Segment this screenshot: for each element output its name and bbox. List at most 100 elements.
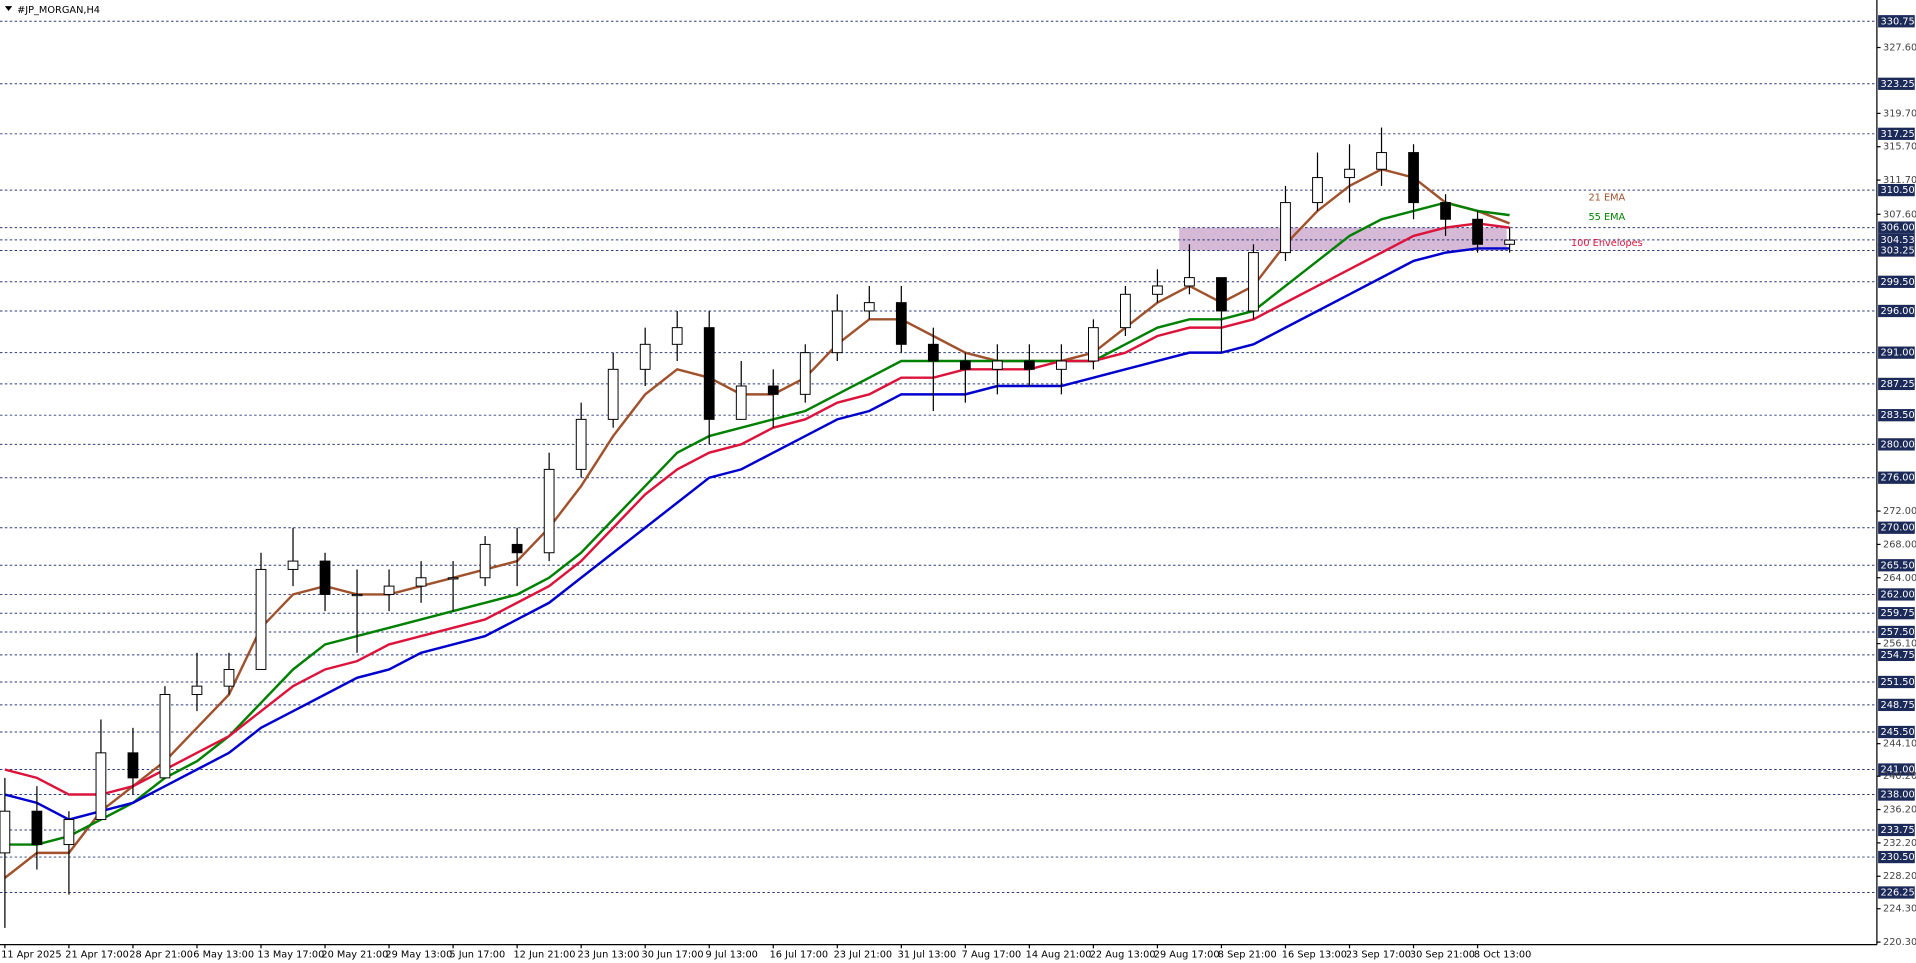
menu-arrow[interactable] [4, 6, 13, 12]
candle-body [1248, 252, 1259, 312]
level-label-box [1878, 346, 1915, 359]
y-tick-label: 220.30 [1883, 937, 1916, 948]
level-label: 280.00 [1881, 439, 1915, 450]
level-label: 241.00 [1881, 765, 1915, 776]
candle-body [511, 543, 523, 554]
candle-body [63, 819, 75, 846]
y-tick-label: 311.70 [1883, 175, 1916, 186]
level-label-box [1878, 725, 1915, 739]
level-label-box [1878, 607, 1915, 620]
candle-body [95, 752, 107, 821]
level-label-box [1878, 675, 1915, 689]
level-label: 299.50 [1881, 277, 1915, 288]
level-label-box [1878, 244, 1915, 257]
level-label: 259.75 [1881, 608, 1915, 619]
level-label: 226.25 [1881, 887, 1915, 898]
y-tick-label: 319.70 [1883, 108, 1916, 119]
candle-body [383, 585, 395, 595]
x-tick-label: 13 May 17:00 [257, 949, 324, 960]
level-label-box [1878, 377, 1915, 391]
level-label-box [1878, 304, 1915, 318]
level-label: 287.25 [1881, 379, 1915, 390]
x-tick-label: 21 Apr 17:00 [65, 949, 129, 960]
x-tick-label: 23 Sep 17:00 [1346, 949, 1411, 960]
level-label: 304.53 [1881, 235, 1915, 246]
x-tick-label: 16 Jul 17:00 [770, 949, 829, 960]
candle-body [1472, 218, 1483, 245]
candle-body [415, 577, 427, 587]
level-label: 254.75 [1881, 650, 1915, 661]
level-label-box [1878, 409, 1915, 422]
candle-body [895, 302, 907, 345]
level-label-box [1878, 221, 1915, 234]
y-tick-label: 327.60 [1883, 43, 1916, 54]
candle-body [351, 593, 363, 597]
candle-body [479, 543, 491, 579]
candle-body [575, 418, 587, 470]
chart-title: #JP_MORGAN,H4 [17, 5, 100, 16]
candle-body [287, 560, 299, 570]
candle-body [1152, 285, 1163, 295]
x-tick-label: 30 Sep 21:00 [1410, 949, 1475, 960]
y-tick-label: 268.00 [1883, 539, 1916, 550]
candle-body [0, 810, 11, 854]
y-tick-label: 224.30 [1883, 904, 1916, 915]
x-tick-label: 22 Aug 13:00 [1090, 949, 1156, 960]
level-label: 270.00 [1881, 523, 1915, 534]
x-tick-label: 8 Oct 13:00 [1474, 949, 1531, 960]
level-label: 257.50 [1881, 627, 1915, 638]
y-tick-label: 272.00 [1883, 506, 1916, 517]
candle-body [671, 327, 683, 345]
level-label: 323.25 [1881, 79, 1915, 90]
x-tick-label: 30 Jun 17:00 [642, 949, 704, 960]
indicator-line [4, 222, 1510, 796]
level-label: 238.00 [1881, 790, 1915, 801]
y-tick-label: 264.00 [1883, 573, 1916, 584]
level-label: 296.00 [1881, 306, 1915, 317]
candle-body [543, 468, 555, 554]
x-tick-label: 23 Jul 21:00 [834, 949, 893, 960]
candle-body [767, 385, 779, 395]
candle-body [1344, 168, 1355, 179]
candle-body [735, 385, 747, 420]
level-label-box [1878, 625, 1915, 639]
x-tick-label: 8 Sep 21:00 [1218, 949, 1277, 960]
level-label-box [1878, 886, 1915, 899]
y-tick-label: 228.20 [1883, 871, 1916, 882]
candle-body [1408, 152, 1419, 204]
y-tick-label: 307.60 [1883, 209, 1916, 220]
level-label-box [1878, 127, 1915, 140]
candle-body [991, 360, 1003, 370]
level-label-box [1878, 438, 1915, 451]
level-label: 317.25 [1881, 129, 1915, 140]
level-label: 276.00 [1881, 473, 1915, 484]
candle-body [31, 810, 43, 846]
level-label-box [1878, 77, 1915, 90]
y-tick-label: 236.20 [1883, 805, 1916, 816]
candle-body [831, 310, 843, 354]
x-tick-label: 9 Jul 13:00 [706, 949, 758, 960]
level-label-box [1878, 15, 1915, 28]
candle-body [959, 360, 971, 370]
level-label-box [1878, 763, 1915, 776]
level-label: 233.75 [1881, 825, 1915, 836]
candle-body [447, 577, 459, 580]
level-label: 262.00 [1881, 589, 1915, 600]
indicator-label: 100 Envelopes [1571, 238, 1643, 249]
candle-body [1312, 177, 1323, 204]
candle-body [1184, 277, 1195, 287]
x-tick-label: 5 Jun 17:00 [449, 949, 505, 960]
candle-body [159, 693, 171, 779]
indicator-label: 21 EMA [1588, 192, 1625, 203]
level-label: 310.50 [1881, 185, 1915, 196]
zone [1179, 227, 1507, 251]
candle-body [927, 343, 939, 362]
candle-body [703, 327, 715, 420]
x-tick-label: 16 Sep 13:00 [1282, 949, 1347, 960]
level-label-box [1878, 588, 1915, 601]
candle-body [1088, 327, 1099, 362]
candle-body [1376, 152, 1387, 170]
candle-body [1055, 360, 1067, 370]
candle-body [799, 352, 811, 395]
